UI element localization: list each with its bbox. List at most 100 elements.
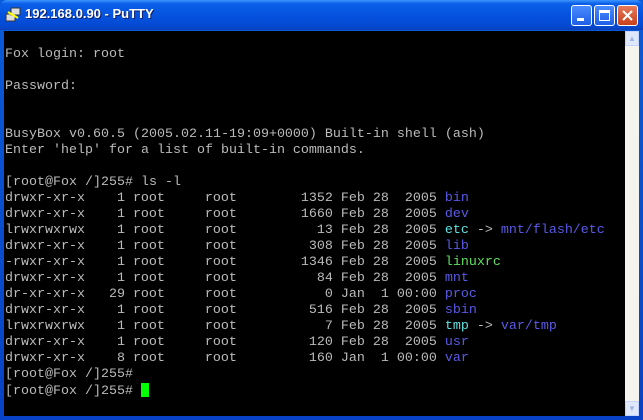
listing-row: lrwxrwxrwx 1 root root 13 Feb 28 2005 etc -> m… bbox=[5, 223, 605, 239]
modified-date: Feb 28 2005 bbox=[340, 239, 437, 254]
link-count: 1 bbox=[116, 191, 125, 206]
terminal-line: [root@Fox /]255# ls -l bbox=[5, 175, 181, 190]
listing-row: -rwxr-xr-x 1 root root 1346 Feb 28 2005 linuxr… bbox=[5, 255, 605, 271]
file-name: tmp bbox=[444, 319, 469, 334]
terminal-line: Password: bbox=[5, 79, 77, 94]
modified-date: Feb 28 2005 bbox=[340, 319, 437, 334]
permissions: dr-xr-xr-x bbox=[5, 287, 85, 302]
group: root bbox=[204, 223, 237, 238]
link-count: 1 bbox=[116, 271, 125, 286]
listing-row: drwxr-xr-x 1 root root 84 Feb 28 2005 mnt bbox=[5, 271, 605, 287]
group: root bbox=[204, 287, 237, 302]
listing-row: drwxr-xr-x 8 root root 160 Jan 1 00:00 var bbox=[5, 351, 605, 367]
terminal-line: BusyBox v0.60.5 (2005.02.11-19:09+0000) … bbox=[5, 127, 485, 142]
close-button[interactable] bbox=[617, 5, 638, 26]
permissions: -rwxr-xr-x bbox=[5, 255, 85, 270]
owner: root bbox=[132, 207, 165, 222]
minimize-icon bbox=[577, 18, 584, 21]
file-size: 516 bbox=[308, 303, 333, 318]
file-size: 1352 bbox=[300, 191, 333, 206]
file-name: sbin bbox=[444, 303, 477, 318]
shell-prompt: [root@Fox /]255# bbox=[5, 384, 141, 399]
group: root bbox=[204, 191, 237, 206]
permissions: drwxr-xr-x bbox=[5, 351, 85, 366]
owner: root bbox=[132, 223, 165, 238]
putty-icon bbox=[5, 7, 21, 22]
file-size: 1660 bbox=[300, 207, 333, 222]
modified-date: Feb 28 2005 bbox=[340, 223, 437, 238]
close-icon bbox=[622, 10, 633, 21]
modified-date: Feb 28 2005 bbox=[340, 271, 437, 286]
modified-date: Feb 28 2005 bbox=[340, 303, 437, 318]
link-count: 1 bbox=[116, 239, 125, 254]
file-name: usr bbox=[444, 335, 469, 350]
file-size: 120 bbox=[308, 335, 333, 350]
owner: root bbox=[132, 239, 165, 254]
link-count: 1 bbox=[116, 255, 125, 270]
link-count: 1 bbox=[116, 223, 125, 238]
owner: root bbox=[132, 303, 165, 318]
link-count: 1 bbox=[116, 319, 125, 334]
file-name: bin bbox=[444, 191, 469, 206]
maximize-button[interactable] bbox=[594, 5, 615, 26]
file-name: etc bbox=[444, 223, 469, 238]
group: root bbox=[204, 239, 237, 254]
permissions: drwxr-xr-x bbox=[5, 239, 85, 254]
file-name: var bbox=[444, 351, 469, 366]
scroll-up-arrow-icon[interactable]: ▲ bbox=[625, 31, 639, 46]
permissions: drwxr-xr-x bbox=[5, 191, 85, 206]
file-size: 308 bbox=[308, 239, 333, 254]
listing-row: dr-xr-xr-x 29 root root 0 Jan 1 00:00 proc bbox=[5, 287, 605, 303]
owner: root bbox=[132, 191, 165, 206]
link-arrow: -> bbox=[468, 223, 501, 238]
minimize-button[interactable] bbox=[571, 5, 592, 26]
prompt-line: [root@Fox /]255# bbox=[5, 367, 605, 383]
terminal-line bbox=[5, 95, 605, 111]
permissions: drwxr-xr-x bbox=[5, 303, 85, 318]
scroll-down-arrow-icon[interactable]: ▼ bbox=[625, 401, 639, 416]
link-count: 1 bbox=[116, 303, 125, 318]
group: root bbox=[204, 255, 237, 270]
listing-row: lrwxrwxrwx 1 root root 7 Feb 28 2005 tmp -> va… bbox=[5, 319, 605, 335]
listing-row: drwxr-xr-x 1 root root 308 Feb 28 2005 lib bbox=[5, 239, 605, 255]
modified-date: Jan 1 00:00 bbox=[340, 287, 437, 302]
owner: root bbox=[132, 255, 165, 270]
window-title: 192.168.0.90 - PuTTY bbox=[25, 6, 154, 21]
link-count: 29 bbox=[108, 287, 125, 302]
link-count: 1 bbox=[116, 207, 125, 222]
file-size: 160 bbox=[308, 351, 333, 366]
owner: root bbox=[132, 271, 165, 286]
terminal-line: Fox login: root bbox=[5, 47, 125, 62]
link-arrow: -> bbox=[468, 319, 501, 334]
terminal-output[interactable]: Fox login: root Password: BusyBox v0.60.5 … bbox=[4, 31, 625, 416]
listing-row: drwxr-xr-x 1 root root 1660 Feb 28 2005 dev bbox=[5, 207, 605, 223]
permissions: drwxr-xr-x bbox=[5, 271, 85, 286]
owner: root bbox=[132, 287, 165, 302]
listing-row: drwxr-xr-x 1 root root 120 Feb 28 2005 usr bbox=[5, 335, 605, 351]
group: root bbox=[204, 207, 237, 222]
vertical-scrollbar[interactable]: ▲ ▼ bbox=[625, 31, 639, 416]
terminal-cursor bbox=[140, 383, 149, 397]
terminal-line: Enter 'help' for a list of built-in comm… bbox=[5, 143, 365, 158]
group: root bbox=[204, 351, 237, 366]
link-count: 1 bbox=[116, 335, 125, 350]
file-size: 13 bbox=[316, 223, 333, 238]
group: root bbox=[204, 335, 237, 350]
file-name: lib bbox=[444, 239, 469, 254]
link-target: var/tmp bbox=[500, 319, 557, 334]
file-name: proc bbox=[444, 287, 477, 302]
permissions: drwxr-xr-x bbox=[5, 335, 85, 350]
permissions: lrwxrwxrwx bbox=[5, 223, 85, 238]
file-name: linuxrc bbox=[444, 255, 501, 270]
group: root bbox=[204, 271, 237, 286]
file-size: 1346 bbox=[300, 255, 333, 270]
title-bar[interactable]: 192.168.0.90 - PuTTY bbox=[0, 0, 643, 30]
terminal-line bbox=[5, 159, 605, 175]
file-size: 7 bbox=[324, 319, 333, 334]
group: root bbox=[204, 319, 237, 334]
terminal-line bbox=[5, 111, 605, 127]
owner: root bbox=[132, 351, 165, 366]
file-name: mnt bbox=[444, 271, 469, 286]
listing-row: drwxr-xr-x 1 root root 516 Feb 28 2005 sbin bbox=[5, 303, 605, 319]
